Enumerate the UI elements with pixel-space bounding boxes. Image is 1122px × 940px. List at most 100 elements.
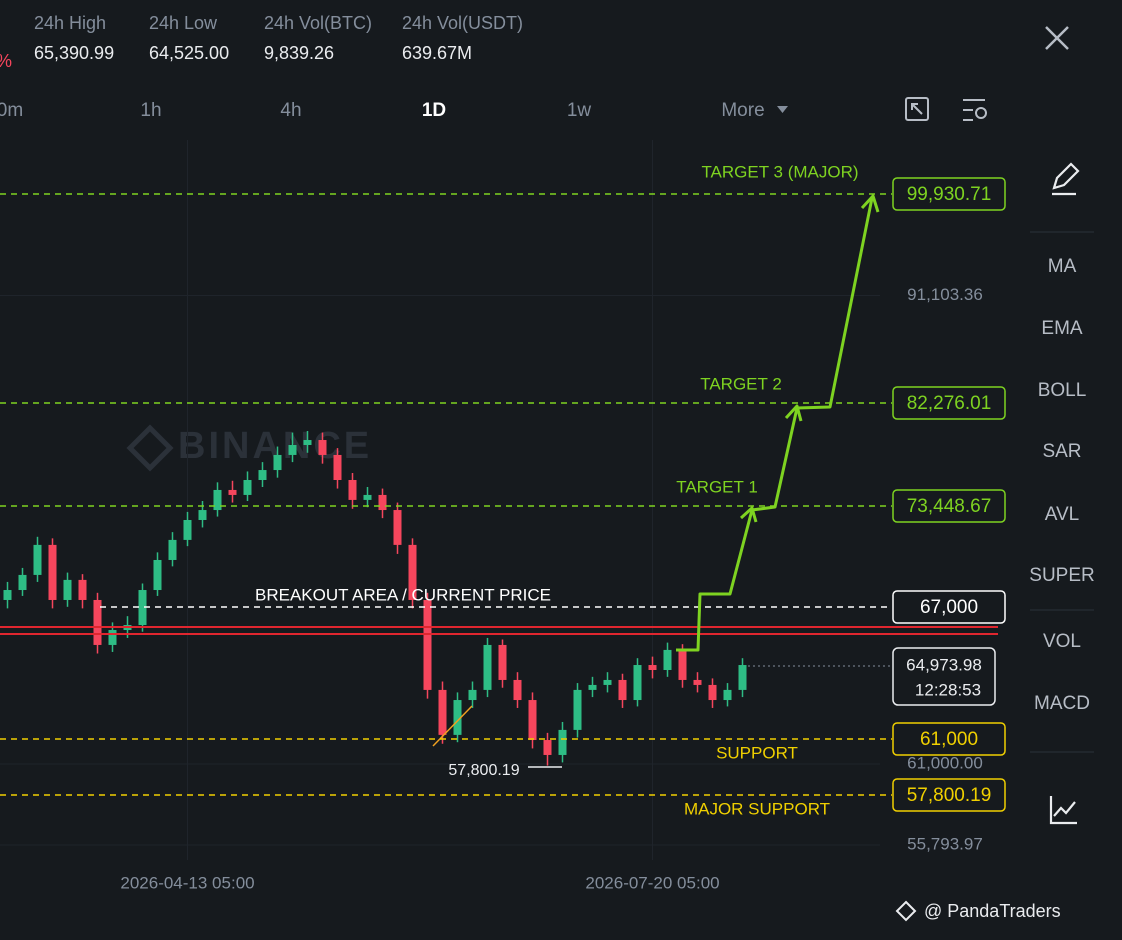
level-price: 61,000 xyxy=(920,729,978,750)
stat-label: 24h High xyxy=(34,13,106,33)
candle-body xyxy=(738,665,747,690)
chart: BINANCE91,103.3661,000.0055,793.972026-0… xyxy=(0,140,1006,892)
y-tick-label: 55,793.97 xyxy=(907,834,983,853)
indicator-button[interactable]: BOLL xyxy=(1038,380,1087,401)
candle-body xyxy=(153,559,162,591)
candle-body xyxy=(408,544,417,600)
candle-body xyxy=(618,679,627,701)
indicator-button[interactable]: MACD xyxy=(1034,693,1090,714)
candle-body xyxy=(363,494,372,500)
candle-body xyxy=(543,740,552,755)
candle-body xyxy=(423,599,432,690)
indicator-button[interactable]: MA xyxy=(1048,256,1077,277)
indicator-button[interactable]: SUPER xyxy=(1029,565,1094,586)
x-tick-label: 2026-04-13 05:00 xyxy=(120,873,254,892)
toolbar-icons[interactable] xyxy=(905,97,987,121)
stat-value: 64,525.00 xyxy=(149,43,229,63)
candle-body xyxy=(258,470,267,481)
close-button[interactable] xyxy=(1045,26,1069,50)
candle-body xyxy=(513,679,522,701)
watermark-logo xyxy=(126,424,174,472)
draw-tool[interactable] xyxy=(1052,162,1080,196)
candle-body xyxy=(723,689,732,701)
timeframe-tab[interactable]: 1w xyxy=(567,100,592,121)
candle-body xyxy=(303,440,312,445)
level-label: TARGET 1 xyxy=(676,477,758,496)
credit: @ PandaTraders xyxy=(924,901,1061,921)
level-box xyxy=(892,386,1006,420)
indicator-button[interactable]: EMA xyxy=(1041,318,1083,339)
countdown: 12:28:53 xyxy=(915,680,981,699)
candle-body xyxy=(468,689,477,701)
candle-body xyxy=(603,679,612,685)
candle-body xyxy=(63,579,72,600)
indicator-button[interactable]: AVL xyxy=(1045,504,1080,525)
candle-body xyxy=(573,689,582,730)
candle-body xyxy=(48,544,57,600)
candle-body xyxy=(498,644,507,680)
level-label: TARGET 2 xyxy=(700,374,782,393)
candle-body xyxy=(333,454,342,481)
credit-logo xyxy=(895,900,917,922)
candle-body xyxy=(348,480,357,500)
candle-body xyxy=(318,440,327,455)
candle-body xyxy=(678,649,687,680)
candle-body xyxy=(393,510,402,545)
timeframe-tab[interactable]: More xyxy=(721,100,764,121)
level-label: TARGET 3 (MAJOR) xyxy=(701,162,858,181)
stat-value: 65,390.99 xyxy=(34,43,114,63)
level-price: 67,000 xyxy=(920,597,978,618)
arrow-head xyxy=(784,404,803,422)
level-box xyxy=(892,722,1006,756)
level-label: MAJOR SUPPORT xyxy=(684,799,830,818)
sidebar-dividers xyxy=(1030,231,1094,753)
stat-label: 24h Vol(BTC) xyxy=(264,13,372,33)
level-box xyxy=(892,778,1006,812)
stat-value: 639.67M xyxy=(402,43,472,63)
stat-value: 9,839.26 xyxy=(264,43,334,63)
low-label: 57,800.19 xyxy=(448,762,519,779)
candle-body xyxy=(33,544,42,575)
candle-body xyxy=(378,494,387,511)
candle-body xyxy=(198,510,207,520)
candle-body xyxy=(483,644,492,690)
level-price: 57,800.19 xyxy=(907,785,992,806)
level-box xyxy=(892,177,1006,211)
change-suffix: % xyxy=(0,51,12,71)
candle-body xyxy=(558,729,567,755)
timeframe-tab[interactable]: 1D xyxy=(422,100,446,121)
arrow-head xyxy=(739,506,758,523)
candle-body xyxy=(288,444,297,455)
indicator-button[interactable]: SAR xyxy=(1042,441,1081,462)
level-price: 99,930.71 xyxy=(907,184,992,205)
candle-body xyxy=(78,579,87,600)
candle-body xyxy=(183,519,192,540)
y-tick-label: 91,103.36 xyxy=(907,285,983,304)
x-tick-label: 2026-07-20 05:00 xyxy=(585,873,719,892)
level-label: BREAKOUT AREA / CURRENT PRICE xyxy=(255,585,551,604)
y-tick-label: 61,000.00 xyxy=(907,753,983,772)
candle-body xyxy=(93,599,102,645)
arrow-head xyxy=(860,194,880,213)
current-price: 64,973.98 xyxy=(906,655,982,674)
stat-label: 24h Low xyxy=(149,13,218,33)
level-price: 82,276.01 xyxy=(907,393,992,414)
indicator-tool[interactable] xyxy=(1049,796,1077,825)
candle-body xyxy=(453,700,462,735)
more-caret xyxy=(777,106,788,113)
timeframe-tab[interactable]: 4h xyxy=(280,100,301,121)
level-label: SUPPORT xyxy=(716,743,798,762)
candle-body xyxy=(3,590,12,600)
candle-body xyxy=(528,700,537,741)
timeframe-tab[interactable]: 0m xyxy=(0,100,23,121)
level-price: 73,448.67 xyxy=(907,496,992,517)
indicator-button[interactable]: VOL xyxy=(1043,631,1081,652)
candle-body xyxy=(168,539,177,560)
candle-body xyxy=(693,679,702,685)
candle-body xyxy=(648,665,657,671)
candle-body xyxy=(228,489,237,495)
stat-label: 24h Vol(USDT) xyxy=(402,13,523,33)
timeframe-tab[interactable]: 1h xyxy=(140,100,161,121)
